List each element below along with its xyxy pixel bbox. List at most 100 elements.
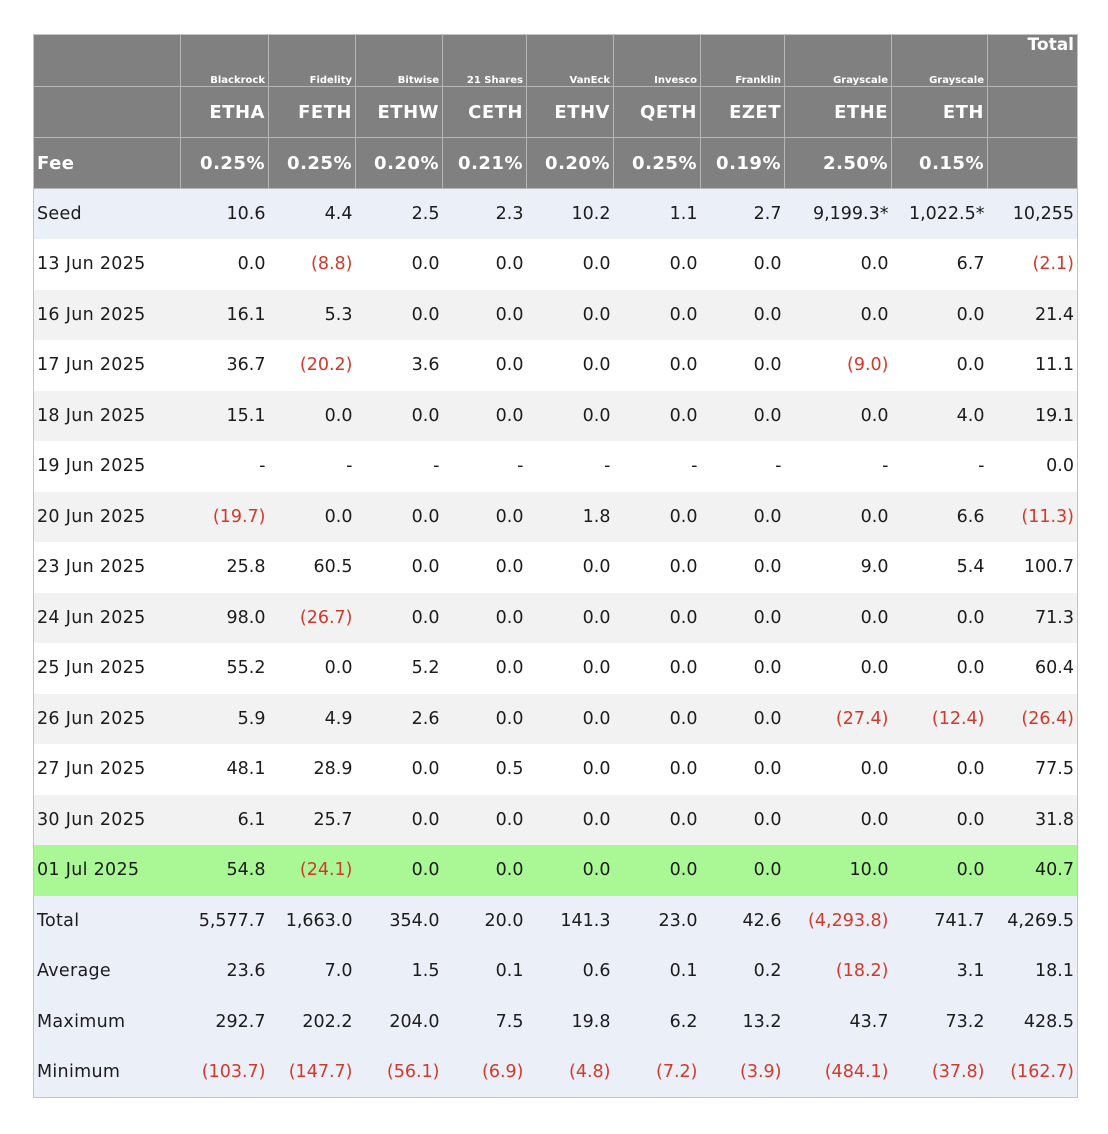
value-cell: 98.0: [180, 592, 269, 643]
value-cell: 6.1: [180, 794, 269, 845]
value-cell: 0.0: [784, 794, 892, 845]
value-cell: 5.2: [355, 643, 443, 694]
ticker-header-row: ETHA FETH ETHW CETH ETHV QETH EZET ETHE …: [33, 86, 1078, 138]
value-cell: 7.5: [442, 996, 527, 1047]
table-row: 30 Jun 2025 6.1 25.7 0.0 0.0 0.0 0.0 0.0 0.0 0.0 3…: [33, 794, 1078, 845]
table-row: 26 Jun 2025 5.9 4.9 2.6 0.0 0.0 0.0 0.0 (27.4) (1…: [33, 693, 1078, 744]
value-cell: 5.3: [268, 289, 356, 340]
value-cell: 13.2: [700, 996, 785, 1047]
issuer-header-cell: Grayscale: [784, 34, 892, 87]
issuer-header-cell: Grayscale: [891, 34, 988, 87]
fee-cell: 0.15%: [891, 137, 988, 189]
value-cell: 0.0: [442, 794, 527, 845]
row-label: Seed: [33, 188, 181, 239]
value-cell: 1,663.0: [268, 895, 356, 946]
value-cell: 23.6: [180, 946, 269, 997]
ticker-header-cell: ETHA: [180, 86, 269, 138]
value-cell: -: [891, 441, 988, 492]
value-cell: 1.5: [355, 946, 443, 997]
value-cell: 0.0: [355, 491, 443, 542]
issuer-header-cell: Franklin: [700, 34, 785, 87]
value-cell: 0.0: [526, 643, 614, 694]
value-cell: 55.2: [180, 643, 269, 694]
value-cell: 0.0: [700, 239, 785, 290]
row-label: 25 Jun 2025: [33, 643, 181, 694]
value-cell: 0.0: [700, 491, 785, 542]
value-cell: 1,022.5*: [891, 188, 988, 239]
issuer-header-row: Blackrock Fidelity Bitwise 21 Shares Van…: [33, 34, 1078, 87]
table-row: 24 Jun 2025 98.0 (26.7) 0.0 0.0 0.0 0.0 0.0 0.0 0…: [33, 592, 1078, 643]
value-cell: 0.0: [180, 239, 269, 290]
value-cell: 0.0: [613, 794, 701, 845]
table-row: Total 5,577.7 1,663.0 354.0 20.0 141.3 23.0 42.…: [33, 895, 1078, 946]
value-cell: (4.8): [526, 1047, 614, 1098]
row-total-cell: 21.4: [987, 289, 1078, 340]
value-cell: 0.0: [891, 289, 988, 340]
value-cell: 0.1: [442, 946, 527, 997]
value-cell: 0.0: [613, 693, 701, 744]
value-cell: 0.0: [442, 491, 527, 542]
value-cell: 19.8: [526, 996, 614, 1047]
value-cell: 2.7: [700, 188, 785, 239]
value-cell: 4.0: [891, 390, 988, 441]
value-cell: 0.0: [891, 592, 988, 643]
value-cell: 0.0: [784, 390, 892, 441]
value-cell: 0.0: [526, 390, 614, 441]
value-cell: 0.0: [700, 340, 785, 391]
value-cell: 0.0: [268, 491, 356, 542]
row-label: Total: [33, 895, 181, 946]
value-cell: 141.3: [526, 895, 614, 946]
value-cell: 0.0: [442, 289, 527, 340]
row-label: 17 Jun 2025: [33, 340, 181, 391]
issuer-header-cell: Invesco: [613, 34, 701, 87]
value-cell: 0.0: [891, 744, 988, 795]
value-cell: (7.2): [613, 1047, 701, 1098]
value-cell: (18.2): [784, 946, 892, 997]
row-label: Average: [33, 946, 181, 997]
value-cell: 1.8: [526, 491, 614, 542]
row-label: 18 Jun 2025: [33, 390, 181, 441]
value-cell: 4.9: [268, 693, 356, 744]
table-row: 19 Jun 2025- - - - - - - - -0.0: [33, 441, 1078, 492]
value-cell: 3.6: [355, 340, 443, 391]
value-cell: (26.7): [268, 592, 356, 643]
value-cell: 2.6: [355, 693, 443, 744]
value-cell: (484.1): [784, 1047, 892, 1098]
fee-header-empty: [987, 137, 1078, 189]
table-row: Average 23.6 7.0 1.5 0.1 0.6 0.1 0.2 (18.2) 3.1 18…: [33, 946, 1078, 997]
value-cell: 0.0: [700, 794, 785, 845]
value-cell: (37.8): [891, 1047, 988, 1098]
value-cell: (27.4): [784, 693, 892, 744]
issuer-header-cell: Fidelity: [268, 34, 356, 87]
value-cell: 3.1: [891, 946, 988, 997]
value-cell: 0.0: [442, 592, 527, 643]
value-cell: 0.0: [613, 390, 701, 441]
value-cell: 15.1: [180, 390, 269, 441]
ticker-header-cell: CETH: [442, 86, 527, 138]
value-cell: 5,577.7: [180, 895, 269, 946]
value-cell: 0.0: [613, 491, 701, 542]
table-row: 01 Jul 2025 54.8 (24.1) 0.0 0.0 0.0 0.0 0.0 10.0…: [33, 845, 1078, 896]
value-cell: 204.0: [355, 996, 443, 1047]
value-cell: 0.0: [526, 340, 614, 391]
fee-cell: 0.20%: [526, 137, 614, 189]
value-cell: 10.2: [526, 188, 614, 239]
row-label: 01 Jul 2025: [33, 845, 181, 896]
row-label: 23 Jun 2025: [33, 542, 181, 593]
value-cell: 0.0: [613, 592, 701, 643]
value-cell: 0.0: [355, 390, 443, 441]
table-row: Maximum 292.7 202.2 204.0 7.5 19.8 6.2 13.2 43.7…: [33, 996, 1078, 1047]
value-cell: 0.0: [613, 643, 701, 694]
value-cell: 0.0: [526, 845, 614, 896]
value-cell: 0.0: [268, 390, 356, 441]
value-cell: 7.0: [268, 946, 356, 997]
value-cell: 5.9: [180, 693, 269, 744]
value-cell: -: [268, 441, 356, 492]
table-row: Seed 10.6 4.4 2.5 2.3 10.2 1.1 2.7 9,199.3* 1,022…: [33, 188, 1078, 239]
table-row: 16 Jun 2025 16.1 5.3 0.0 0.0 0.0 0.0 0.0 0.0 0.0 2…: [33, 289, 1078, 340]
fee-cell: 0.20%: [355, 137, 443, 189]
value-cell: 60.5: [268, 542, 356, 593]
row-label: 26 Jun 2025: [33, 693, 181, 744]
value-cell: 0.0: [526, 794, 614, 845]
value-cell: (6.9): [442, 1047, 527, 1098]
